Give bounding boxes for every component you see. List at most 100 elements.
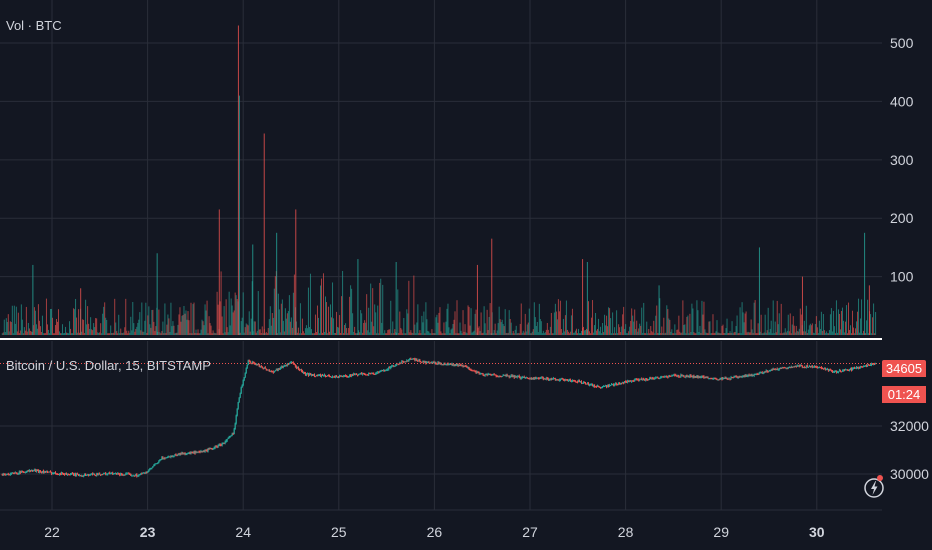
candle-body [569, 379, 572, 382]
candle-body [852, 367, 855, 369]
candle-body [828, 369, 831, 371]
candle-body [536, 377, 538, 379]
candle-body [666, 375, 668, 377]
candle-body [327, 375, 330, 377]
candle-body [170, 455, 172, 458]
candle-body [273, 371, 275, 373]
candle-body [329, 376, 332, 378]
candle-body [184, 453, 186, 455]
candle-body [196, 451, 198, 453]
candle-body [522, 377, 524, 379]
candle-body [832, 371, 835, 373]
price-grid [0, 341, 882, 511]
candle-body [281, 366, 283, 368]
candle-body [119, 474, 121, 476]
candle-body [785, 368, 787, 370]
candle-body [620, 383, 622, 385]
candle-body [693, 375, 695, 378]
candle-body [559, 379, 562, 381]
candle-body [152, 466, 154, 468]
candle-body [840, 371, 843, 373]
candle-body [543, 378, 545, 380]
candle-body [172, 456, 174, 458]
candle-body [48, 471, 51, 473]
candle-body [296, 366, 299, 368]
candle-body [850, 368, 853, 371]
candle-body [397, 363, 399, 365]
candle-body [374, 374, 376, 376]
x-tick-label: 24 [235, 524, 251, 540]
candle-body [261, 366, 263, 369]
candle-body [161, 457, 163, 460]
candle-body [462, 365, 464, 367]
lightning-icon[interactable] [864, 472, 892, 500]
candle-body [284, 365, 286, 367]
candle-body [701, 375, 703, 377]
candle-body [433, 362, 435, 364]
candle-body [547, 378, 549, 380]
candle-body [347, 376, 350, 378]
candle-body [471, 370, 473, 372]
candle-body [392, 365, 394, 367]
candle-body [495, 374, 497, 377]
candle-body [667, 376, 669, 378]
candle-body [207, 448, 209, 452]
candle-body [589, 384, 592, 386]
candle-body [267, 369, 269, 371]
candle-body [411, 359, 413, 361]
candle-body [280, 366, 282, 368]
candle-body [278, 368, 280, 370]
candle-body [59, 473, 62, 475]
price-pane-title[interactable]: Bitcoin / U.S. Dollar, 15, BITSTAMP [6, 358, 211, 373]
candle-body [340, 376, 343, 378]
candle-body [35, 469, 38, 472]
candle-body [247, 360, 249, 365]
candle-body [7, 473, 9, 475]
candle-body [565, 379, 568, 381]
candle-body [751, 374, 753, 376]
candle-body [815, 366, 817, 368]
candle-body [816, 366, 818, 368]
candle-body [369, 373, 371, 375]
candle-body [441, 364, 443, 366]
candle-body [283, 365, 285, 367]
candle-body [558, 379, 560, 381]
candle-body [359, 373, 361, 375]
volume-y-tick-label: 100 [890, 269, 914, 285]
candle-body [541, 377, 543, 379]
candle-body [222, 442, 224, 444]
volume-y-tick-label: 300 [890, 152, 914, 168]
candle-body [248, 360, 250, 362]
candle-body [684, 376, 686, 378]
candle-body [271, 371, 273, 373]
candle-body [357, 374, 359, 376]
candle-body [827, 368, 830, 371]
candle-body [341, 376, 344, 378]
candle-body [57, 474, 60, 476]
candle-body [530, 378, 532, 380]
candle-body [780, 367, 782, 369]
candle-body [717, 379, 719, 381]
candle-body [415, 359, 417, 361]
candle-body [97, 474, 99, 476]
candle-body [636, 379, 638, 381]
candle-body [826, 368, 829, 370]
candle-body [583, 382, 586, 384]
candle-body [63, 474, 66, 476]
candle-body [610, 384, 613, 386]
candle-body [747, 374, 749, 376]
candle-body [872, 363, 875, 365]
candle-body [19, 471, 21, 473]
candle-body [798, 365, 800, 367]
candle-body [468, 367, 470, 370]
candle-body [456, 364, 458, 366]
candle-body [292, 362, 294, 364]
candle-body [25, 471, 27, 473]
candle-body [704, 377, 706, 379]
candle-body [685, 375, 687, 378]
candle-body [719, 378, 721, 380]
candle-body [312, 374, 315, 376]
candle-body [534, 377, 536, 379]
candle-body [800, 365, 802, 367]
